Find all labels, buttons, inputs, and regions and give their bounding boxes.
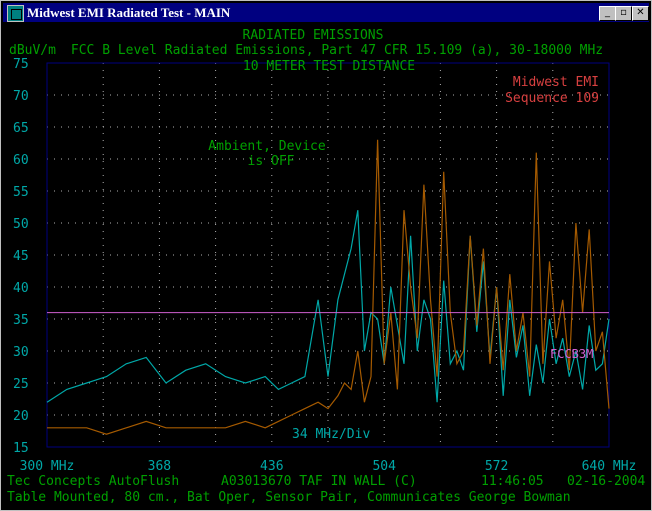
device-trace bbox=[46, 210, 610, 403]
y-tick-label: 55 bbox=[13, 185, 29, 200]
y-tick-label: 50 bbox=[13, 217, 29, 232]
minimize-button[interactable]: _ bbox=[599, 6, 616, 21]
y-tick-label: 30 bbox=[13, 345, 29, 360]
ambient-trace bbox=[47, 139, 610, 435]
footer-setup: Table Mounted, 80 cm., Bat Oper, Sensor … bbox=[7, 490, 571, 505]
plot-frame bbox=[46, 62, 610, 448]
emissions-chart: 75 70 65 60 55 50 45 40 35 30 25 20 15 300 MHz 368 436… bbox=[7, 28, 645, 505]
y-tick-label: 70 bbox=[13, 89, 29, 104]
company-label: Midwest EMI bbox=[513, 75, 599, 90]
y-tick-label: 45 bbox=[13, 249, 29, 264]
ambient-note-line2: is OFF bbox=[248, 154, 295, 169]
chart-subtitle: FCC B Level Radiated Emissions, Part 47 … bbox=[71, 43, 603, 58]
x-tick-label: 368 bbox=[148, 459, 171, 474]
limit-label: FCCB3M bbox=[550, 347, 593, 361]
y-tick-label: 65 bbox=[13, 121, 29, 136]
footer-time: 11:46:05 bbox=[481, 474, 544, 489]
maximize-button[interactable]: ▫ bbox=[615, 6, 632, 21]
y-tick-label: 15 bbox=[13, 441, 29, 456]
footer-date: 02-16-2004 bbox=[567, 474, 645, 489]
x-axis: 300 MHz 368 436 504 572 640 MHz bbox=[20, 459, 637, 474]
sequence-label: Sequence 109 bbox=[505, 91, 599, 106]
test-distance: 10 METER TEST DISTANCE bbox=[243, 59, 415, 74]
grid bbox=[47, 62, 609, 448]
x-tick-label: 436 bbox=[260, 459, 283, 474]
window-title: Midwest EMI Radiated Test - MAIN bbox=[27, 5, 231, 20]
division-label: 34 MHz/Div bbox=[292, 427, 370, 442]
ambient-note-line1: Ambient, Device bbox=[208, 139, 326, 154]
title-bar[interactable]: Midwest EMI Radiated Test - MAIN _ ▫ ✕ bbox=[3, 3, 649, 22]
y-tick-label: 20 bbox=[13, 409, 29, 424]
x-tick-label: 504 bbox=[372, 459, 396, 474]
close-button[interactable]: ✕ bbox=[632, 6, 649, 21]
x-tick-label: 640 MHz bbox=[582, 459, 637, 474]
y-tick-label: 60 bbox=[13, 153, 29, 168]
x-tick-label: 572 bbox=[485, 459, 508, 474]
footer-product: Tec Concepts AutoFlush bbox=[7, 474, 179, 489]
footer-sample: A03013670 TAF IN WALL (C) bbox=[221, 474, 417, 489]
chart-title: RADIATED EMISSIONS bbox=[243, 28, 384, 43]
y-tick-label: 35 bbox=[13, 313, 29, 328]
y-tick-label: 40 bbox=[13, 281, 29, 296]
y-tick-label: 75 bbox=[13, 57, 29, 72]
plot-area: 75 70 65 60 55 50 45 40 35 30 25 20 15 300 MHz 368 436… bbox=[3, 23, 649, 508]
y-axis: 75 70 65 60 55 50 45 40 35 30 25 20 15 bbox=[13, 57, 29, 456]
x-tick-label: 300 MHz bbox=[20, 459, 75, 474]
y-axis-unit: dBuV/m bbox=[9, 43, 56, 58]
app-icon[interactable] bbox=[7, 5, 24, 22]
y-tick-label: 25 bbox=[13, 377, 29, 392]
